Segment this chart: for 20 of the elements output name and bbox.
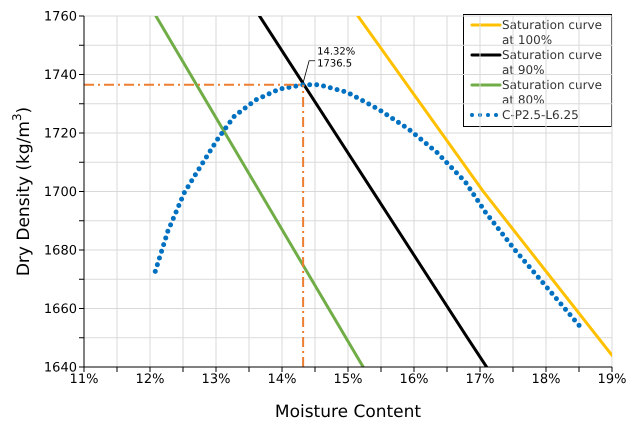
legend-label: Saturation curve at 100% xyxy=(502,18,603,48)
y-tick-label: 1680 xyxy=(44,244,77,259)
y-tick-label: 1740 xyxy=(44,68,77,84)
y-tick-label: 1720 xyxy=(44,126,77,142)
x-axis-title: Moisture Content xyxy=(274,402,422,422)
y-tick-label: 1700 xyxy=(44,185,77,200)
x-tick-label: 18% xyxy=(532,372,560,388)
y-tick-label: 1660 xyxy=(44,302,77,318)
x-tick-label: 11% xyxy=(70,372,98,388)
x-tick-label: 13% xyxy=(202,372,230,388)
annotation: 14.32% 1736.5 xyxy=(317,46,356,70)
x-tick-label: 14% xyxy=(268,372,296,388)
x-tick-label: 12% xyxy=(136,372,164,388)
legend-label: Saturation curve at 90% xyxy=(502,48,603,78)
x-tick-label: 15% xyxy=(334,372,362,388)
x-tick-label: 19% xyxy=(598,372,626,388)
x-tick-label: 16% xyxy=(400,372,428,388)
y-tick-label: 1760 xyxy=(44,10,77,25)
legend-label: C-P2.5-L6.25 xyxy=(502,108,579,123)
x-tick-label: 17% xyxy=(466,372,494,388)
